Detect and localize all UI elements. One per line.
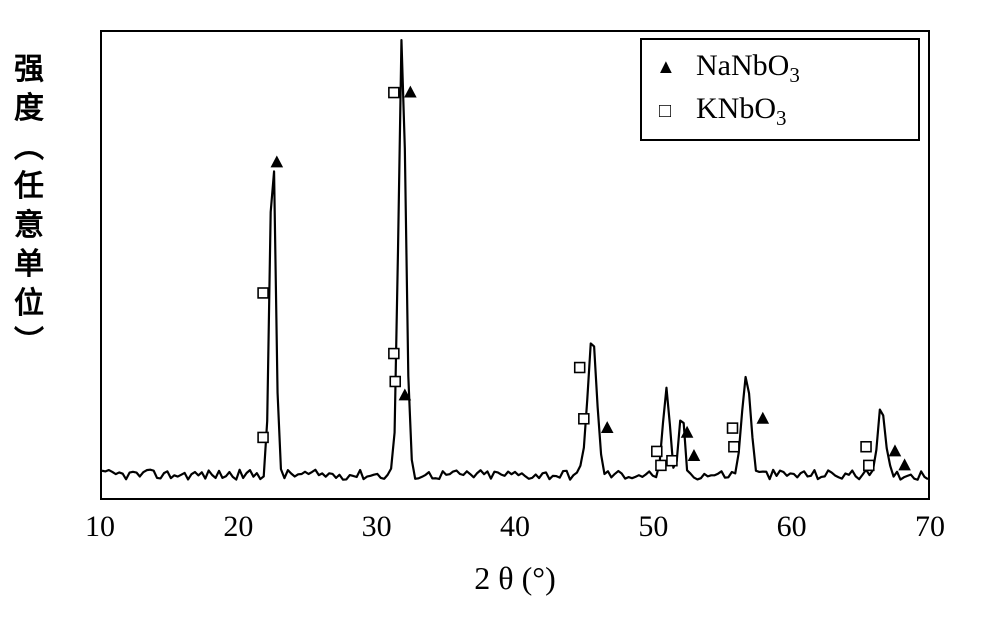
x-tick-label: 30 (362, 510, 392, 544)
marker-triangle (889, 445, 900, 455)
marker-square (389, 88, 399, 98)
y-axis-label-char: 意 (0, 206, 60, 245)
legend-label: NaNbO3 (696, 46, 800, 89)
marker-square (861, 442, 871, 452)
marker-triangle (271, 157, 282, 167)
y-axis-label: 强度︵任意单位︶ (0, 50, 60, 362)
x-tick-label: 10 (85, 510, 115, 544)
x-tick-label: 70 (915, 510, 945, 544)
marker-square (656, 460, 666, 470)
x-tick-label: 20 (223, 510, 253, 544)
legend: ▲ NaNbO3 □ KNbO3 (640, 38, 920, 141)
marker-triangle (688, 450, 699, 460)
markers-squares (258, 88, 874, 471)
y-axis-label-char: 位 (0, 284, 60, 323)
y-axis-label-char: ︵ (0, 128, 60, 167)
square-icon: □ (656, 98, 674, 125)
x-tick-label: 50 (638, 510, 668, 544)
y-axis-label-char: 度 (0, 89, 60, 128)
marker-square (258, 288, 268, 298)
triangle-icon: ▲ (656, 54, 674, 81)
marker-square (389, 349, 399, 359)
marker-triangle (602, 422, 613, 432)
marker-square (390, 377, 400, 387)
x-axis-label: 2 θ (°) (100, 560, 930, 597)
legend-item: □ KNbO3 (656, 89, 900, 132)
y-axis-label-char: 单 (0, 245, 60, 284)
marker-square (667, 456, 677, 466)
marker-square (728, 423, 738, 433)
marker-square (652, 446, 662, 456)
marker-square (575, 363, 585, 373)
legend-item: ▲ NaNbO3 (656, 46, 900, 89)
marker-square (729, 442, 739, 452)
x-tick-label: 40 (500, 510, 530, 544)
y-axis-label-char: 任 (0, 167, 60, 206)
x-tick-label: 60 (777, 510, 807, 544)
marker-square (579, 414, 589, 424)
xrd-figure: 强度︵任意单位︶ 10203040506070 2 θ (°) ▲NaNbO3□… (0, 0, 982, 632)
legend-label: KNbO3 (696, 89, 787, 132)
marker-square (864, 460, 874, 470)
y-axis-label-char: ︶ (0, 323, 60, 362)
marker-triangle (757, 413, 768, 423)
y-axis-label-char: 强 (0, 50, 60, 89)
marker-square (258, 432, 268, 442)
marker-triangle (405, 87, 416, 97)
markers-triangles (271, 87, 910, 470)
marker-triangle (899, 459, 910, 469)
